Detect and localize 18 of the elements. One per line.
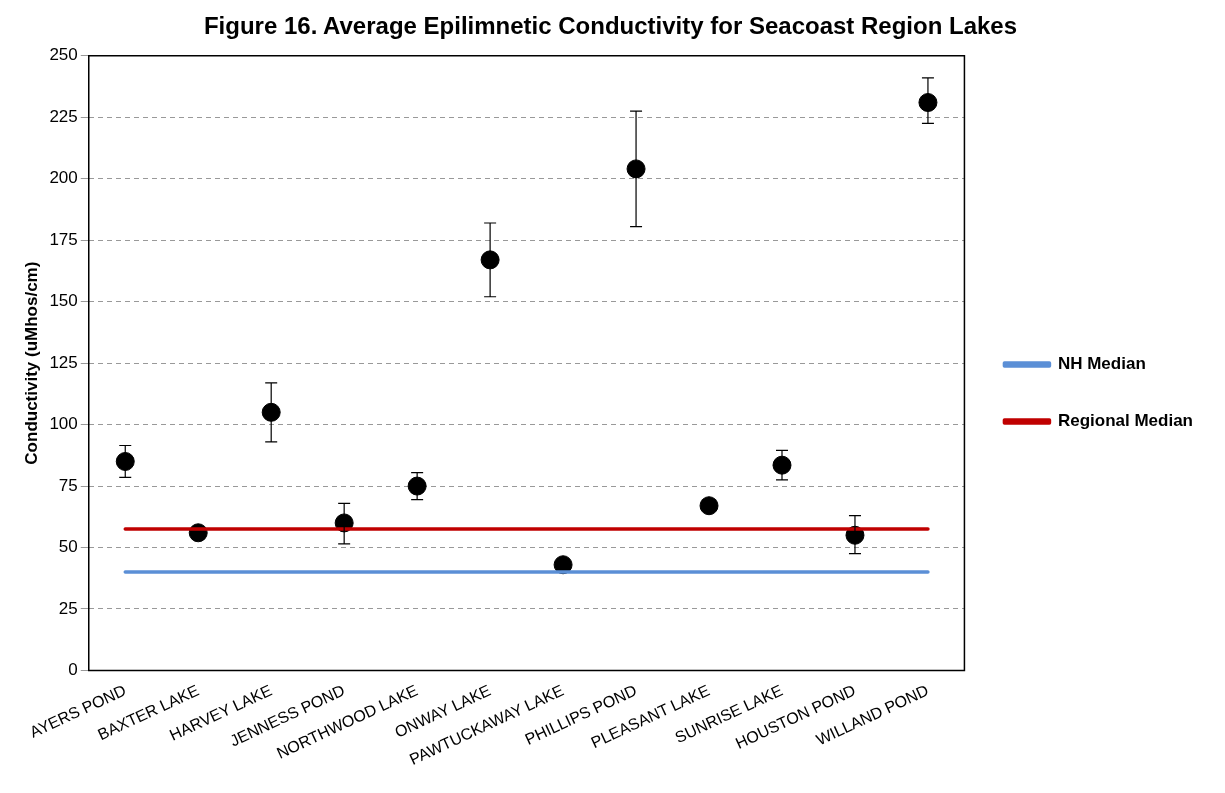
chart-title: Figure 16. Average Epilimnetic Conductivity for Seacoast Region Lakes — [203, 12, 1018, 40]
legend-label: Regional Median — [1057, 411, 1194, 431]
point — [261, 402, 281, 422]
y-tick-label: 150 — [49, 291, 78, 311]
point — [115, 451, 135, 471]
y-tick-label: 125 — [49, 352, 78, 372]
y-tick-label: 200 — [49, 168, 78, 188]
y-tick-label: 0 — [68, 660, 78, 680]
y-tick-label: 50 — [58, 537, 78, 557]
y-tick-label: 225 — [49, 106, 78, 126]
y-tick-label: 250 — [49, 45, 78, 65]
y-tick-label: 175 — [49, 229, 78, 249]
y-tick-label: 100 — [49, 414, 78, 434]
y-tick-label: 25 — [58, 598, 78, 618]
legend-label: NH Median — [1057, 354, 1146, 374]
y-axis-title: Conductivity (uMhos/cm) — [21, 261, 41, 465]
y-tick-label: 75 — [58, 475, 78, 495]
point — [699, 496, 719, 516]
